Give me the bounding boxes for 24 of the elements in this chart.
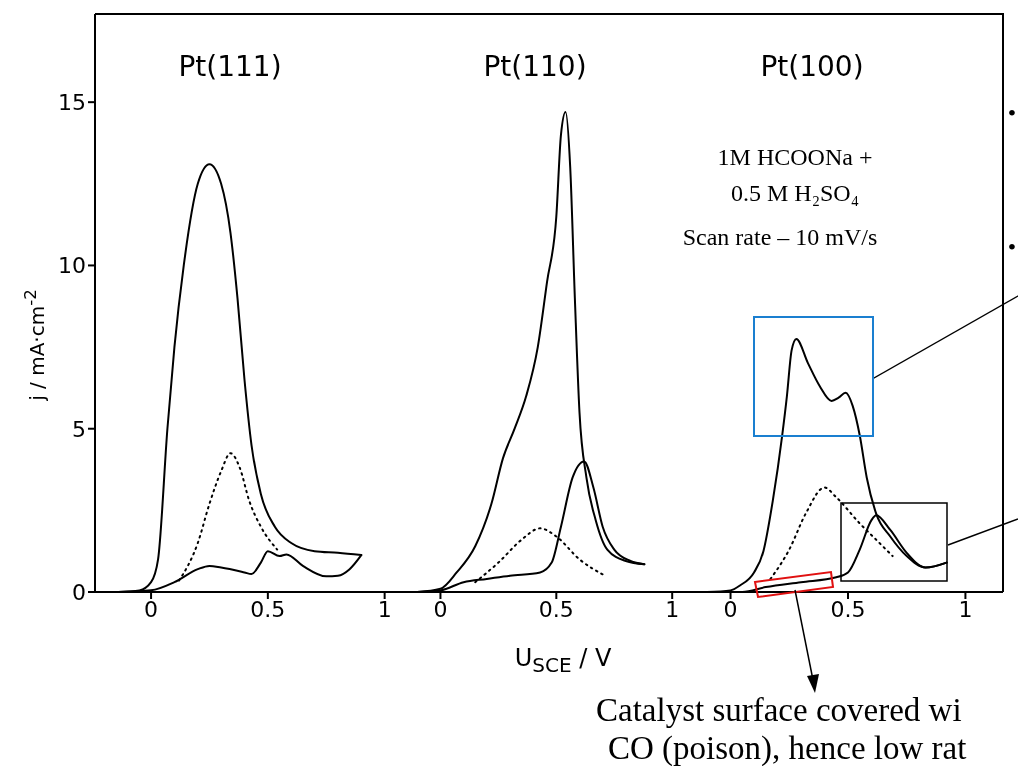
x-tick-label: 0: [144, 596, 159, 622]
text: •: [1007, 100, 1017, 127]
y-tick-label: 15: [58, 89, 86, 115]
x-tick-label: 0.5: [250, 596, 286, 622]
x-tick-label: 1: [958, 596, 973, 622]
text: Catalyst surface covered wi: [596, 692, 962, 729]
annotation: 0.5 M H₂SO₄: [730, 180, 860, 207]
text: CO (poison), hence low rat: [608, 730, 967, 767]
y-tick-label: 0: [72, 579, 86, 605]
x-tick-label: 0.5: [538, 596, 574, 622]
text: Pt(111): [178, 50, 282, 83]
text: Pt(110): [483, 50, 587, 83]
annotation: 1M HCOONa +: [717, 144, 873, 171]
x-axis-title: U$_{SCE}$ / V: [514, 644, 612, 677]
annotation: Scan rate – 10 mV/s: [682, 224, 878, 251]
x-tick-label: 1: [377, 596, 392, 622]
x-tick-label: 1: [665, 596, 680, 622]
x-tick-label: 0: [433, 596, 448, 622]
x-tick-label: 0.5: [830, 596, 866, 622]
y-tick-label: 5: [72, 416, 86, 442]
text: Pt(100): [760, 50, 864, 83]
x-tick-label: 0: [723, 596, 738, 622]
y-tick-label: 10: [58, 253, 86, 279]
text: •: [1007, 234, 1017, 261]
